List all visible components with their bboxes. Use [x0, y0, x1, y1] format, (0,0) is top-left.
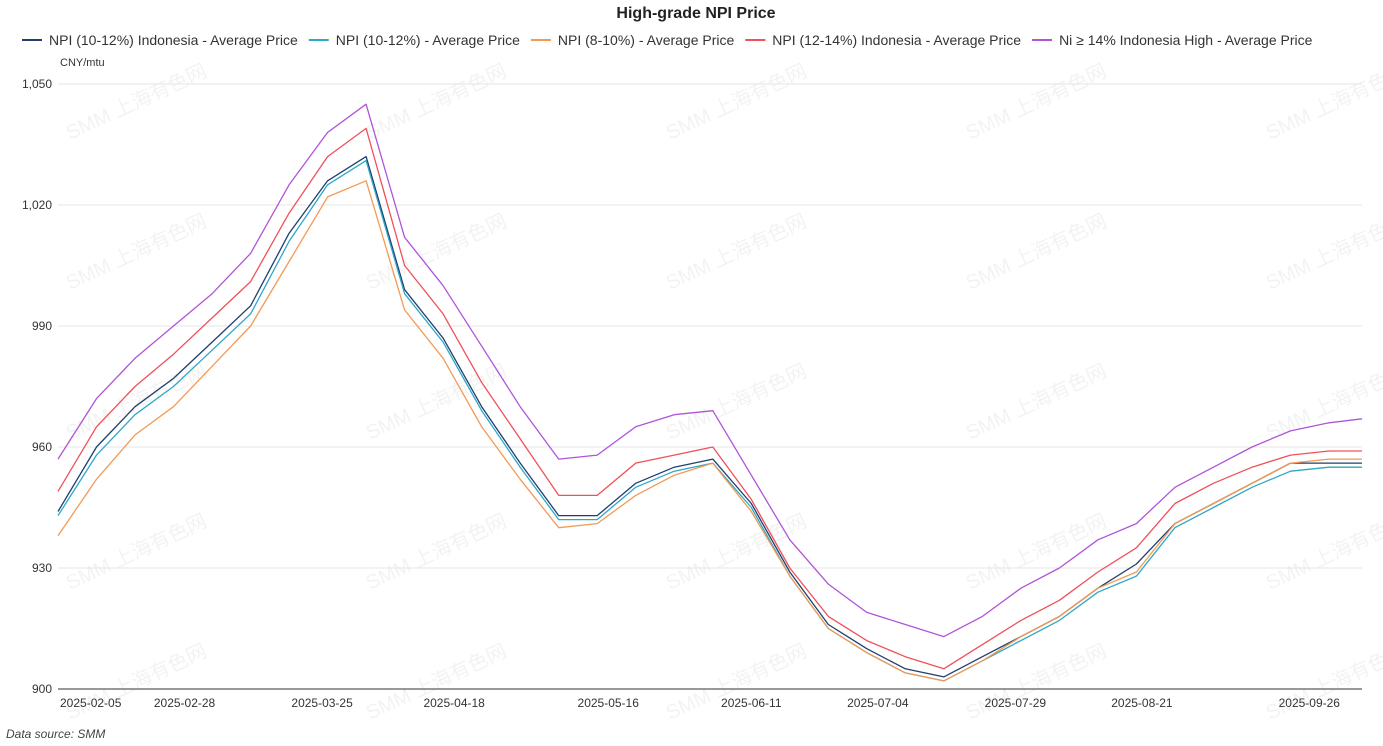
watermark-text: SMM 上海有色网	[962, 209, 1110, 294]
series-line	[57, 127, 1362, 670]
watermark-text: SMM 上海有色网	[962, 59, 1110, 144]
x-tick-label: 2025-09-26	[1279, 696, 1341, 710]
chart-title: High-grade NPI Price	[616, 5, 775, 22]
watermark-text: SMM 上海有色网	[62, 639, 210, 724]
watermark-layer: SMM 上海有色网 SMM 上海有色网 SMM 上海有色网 SMM 上海有色网 SMM …	[62, 59, 1383, 724]
watermark-text: SMM 上海有色网	[662, 359, 810, 444]
watermark-text: SMM 上海有色网	[662, 509, 810, 594]
watermark-text: SMM 上海有色网	[662, 59, 810, 144]
watermark-text: SMM 上海有色网	[362, 639, 510, 724]
legend-item[interactable]: NPI (10-12%) - Average Price	[308, 32, 520, 48]
legend-label: Ni ≥ 14% Indonesia High - Average Price	[1059, 32, 1313, 48]
x-tick-label: 2025-05-16	[578, 696, 640, 710]
watermark-text: SMM 上海有色网	[1262, 639, 1383, 724]
watermark-text: SMM 上海有色网	[1262, 509, 1383, 594]
legend-item[interactable]: Ni ≥ 14% Indonesia High - Average Price	[1032, 32, 1313, 48]
series-line	[57, 103, 1363, 638]
watermark-text: SMM 上海有色网	[362, 359, 510, 444]
watermark-text: SMM 上海有色网	[962, 509, 1110, 594]
legend-label: NPI (12-14%) Indonesia - Average Price	[772, 32, 1021, 48]
watermark-text: SMM 上海有色网	[962, 639, 1110, 724]
legend-item[interactable]: NPI (8-10%) - Average Price	[530, 32, 735, 48]
y-axis-unit: CNY/mtu	[60, 57, 105, 69]
x-tick-label: 2025-07-29	[985, 696, 1047, 710]
legend[interactable]: NPI (10-12%) Indonesia - Average Price NP…	[22, 32, 1313, 48]
x-tick-label: 2025-03-25	[291, 696, 353, 710]
watermark-text: SMM 上海有色网	[662, 209, 810, 294]
legend-label: NPI (8-10%) - Average Price	[558, 32, 735, 48]
gridlines	[58, 83, 1362, 690]
y-tick-label: 1,020	[22, 198, 52, 212]
legend-item[interactable]: NPI (10-12%) Indonesia - Average Price	[22, 32, 298, 48]
x-tick-label: 2025-08-21	[1111, 696, 1173, 710]
watermark-text: SMM 上海有色网	[62, 209, 210, 294]
series-lines	[57, 103, 1363, 682]
watermark-text: SMM 上海有色网	[1262, 209, 1383, 294]
legend-item[interactable]: NPI (12-14%) Indonesia - Average Price	[745, 32, 1021, 48]
x-tick-label: 2025-02-05	[60, 696, 122, 710]
legend-label: NPI (10-12%) Indonesia - Average Price	[49, 32, 298, 48]
watermark-text: SMM 上海有色网	[962, 359, 1110, 444]
legend-label: NPI (10-12%) - Average Price	[336, 32, 520, 48]
watermark-text: SMM 上海有色网	[62, 59, 210, 144]
x-tick-label: 2025-07-04	[847, 696, 909, 710]
x-tick-label: 2025-04-18	[423, 696, 485, 710]
data-source-label: Data source: SMM	[6, 727, 105, 741]
y-tick-label: 900	[32, 682, 52, 696]
series-line	[57, 180, 1362, 682]
x-tick-label: 2025-06-11	[721, 696, 782, 710]
y-tick-label: 1,050	[22, 77, 52, 91]
x-tick-label: 2025-02-28	[154, 696, 216, 710]
y-tick-label: 990	[32, 319, 52, 333]
series-line	[57, 155, 1362, 678]
watermark-text: SMM 上海有色网	[1262, 359, 1383, 444]
watermark-text: SMM 上海有色网	[362, 59, 510, 144]
watermark-text: SMM 上海有色网	[662, 639, 810, 724]
watermark-text: SMM 上海有色网	[1262, 59, 1383, 144]
watermark-text: SMM 上海有色网	[362, 509, 510, 594]
y-tick-label: 960	[32, 440, 52, 454]
y-axis-ticks: 900 930 960 990 1,020 1,050	[22, 77, 52, 696]
x-axis-ticks: 2025-02-05 2025-02-28 2025-03-25 2025-04-18…	[60, 696, 1340, 710]
watermark-text: SMM 上海有色网	[62, 509, 210, 594]
y-tick-label: 930	[32, 561, 52, 575]
